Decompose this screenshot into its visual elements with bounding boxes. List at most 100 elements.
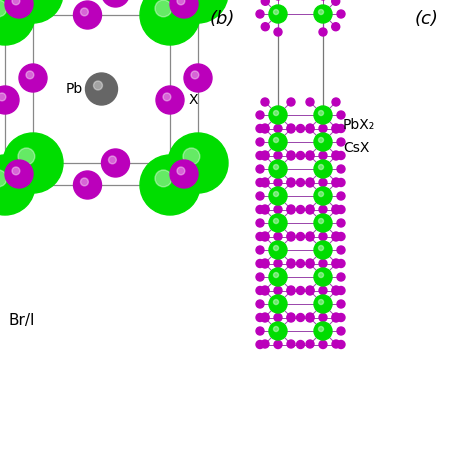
Circle shape	[332, 98, 340, 106]
Circle shape	[337, 340, 345, 348]
Circle shape	[287, 232, 295, 240]
Circle shape	[73, 171, 101, 199]
Circle shape	[287, 314, 295, 322]
Circle shape	[269, 187, 287, 205]
Text: (c): (c)	[415, 10, 439, 28]
Circle shape	[306, 205, 314, 213]
Circle shape	[168, 0, 228, 23]
Circle shape	[256, 340, 264, 348]
Circle shape	[297, 125, 304, 133]
Circle shape	[183, 148, 200, 165]
Circle shape	[306, 313, 314, 321]
Circle shape	[256, 206, 264, 213]
Circle shape	[269, 133, 287, 151]
Circle shape	[306, 151, 314, 159]
Circle shape	[73, 1, 101, 29]
Circle shape	[261, 205, 269, 213]
Circle shape	[274, 152, 282, 159]
Circle shape	[337, 327, 345, 335]
Circle shape	[261, 287, 269, 295]
Circle shape	[337, 125, 345, 133]
Circle shape	[5, 0, 33, 18]
Circle shape	[306, 340, 314, 348]
Circle shape	[332, 287, 340, 295]
Circle shape	[306, 179, 314, 187]
Circle shape	[273, 273, 279, 278]
Circle shape	[256, 327, 264, 335]
Circle shape	[306, 259, 314, 267]
Circle shape	[273, 137, 279, 143]
Circle shape	[261, 151, 269, 159]
Circle shape	[306, 125, 314, 133]
Circle shape	[269, 295, 287, 313]
Circle shape	[273, 327, 279, 331]
Circle shape	[287, 260, 295, 268]
Circle shape	[261, 0, 269, 5]
Circle shape	[140, 0, 200, 45]
Circle shape	[319, 273, 324, 278]
Circle shape	[306, 314, 314, 322]
Circle shape	[337, 138, 345, 146]
Circle shape	[287, 178, 295, 186]
Circle shape	[306, 287, 314, 295]
Circle shape	[337, 313, 345, 321]
Circle shape	[256, 192, 264, 200]
Circle shape	[261, 314, 269, 322]
Circle shape	[170, 160, 198, 188]
Circle shape	[319, 219, 324, 224]
Circle shape	[5, 160, 33, 188]
Circle shape	[261, 232, 269, 240]
Circle shape	[256, 138, 264, 146]
Circle shape	[156, 86, 184, 114]
Circle shape	[319, 164, 324, 170]
Circle shape	[337, 273, 345, 281]
Circle shape	[273, 219, 279, 224]
Circle shape	[314, 106, 332, 124]
Circle shape	[274, 259, 282, 267]
Circle shape	[306, 233, 314, 241]
Circle shape	[337, 179, 345, 186]
Circle shape	[332, 340, 340, 348]
Circle shape	[337, 286, 345, 294]
Circle shape	[85, 73, 118, 105]
Circle shape	[332, 232, 340, 240]
Circle shape	[297, 233, 304, 240]
Circle shape	[261, 260, 269, 268]
Circle shape	[287, 340, 295, 348]
Circle shape	[319, 286, 327, 294]
Circle shape	[319, 191, 324, 197]
Circle shape	[332, 124, 340, 132]
Circle shape	[168, 133, 228, 193]
Circle shape	[269, 241, 287, 259]
Circle shape	[274, 233, 282, 240]
Circle shape	[319, 313, 327, 321]
Circle shape	[256, 125, 264, 133]
Circle shape	[177, 0, 185, 5]
Circle shape	[332, 259, 340, 267]
Circle shape	[261, 286, 269, 294]
Circle shape	[0, 0, 7, 17]
Circle shape	[337, 152, 345, 159]
Circle shape	[332, 286, 340, 294]
Circle shape	[140, 155, 200, 215]
Circle shape	[306, 152, 314, 160]
Circle shape	[3, 0, 63, 23]
Circle shape	[274, 28, 282, 36]
Circle shape	[287, 233, 295, 241]
Circle shape	[319, 340, 327, 348]
Circle shape	[314, 5, 332, 23]
Circle shape	[319, 137, 324, 143]
Circle shape	[273, 164, 279, 170]
Circle shape	[256, 152, 264, 159]
Circle shape	[287, 313, 295, 321]
Text: PbX₂: PbX₂	[343, 118, 375, 132]
Circle shape	[269, 106, 287, 124]
Circle shape	[337, 111, 345, 119]
Circle shape	[26, 71, 34, 79]
Circle shape	[332, 178, 340, 186]
Circle shape	[256, 300, 264, 308]
Circle shape	[319, 233, 327, 240]
Circle shape	[287, 286, 295, 294]
Circle shape	[261, 179, 269, 187]
Circle shape	[261, 206, 269, 214]
